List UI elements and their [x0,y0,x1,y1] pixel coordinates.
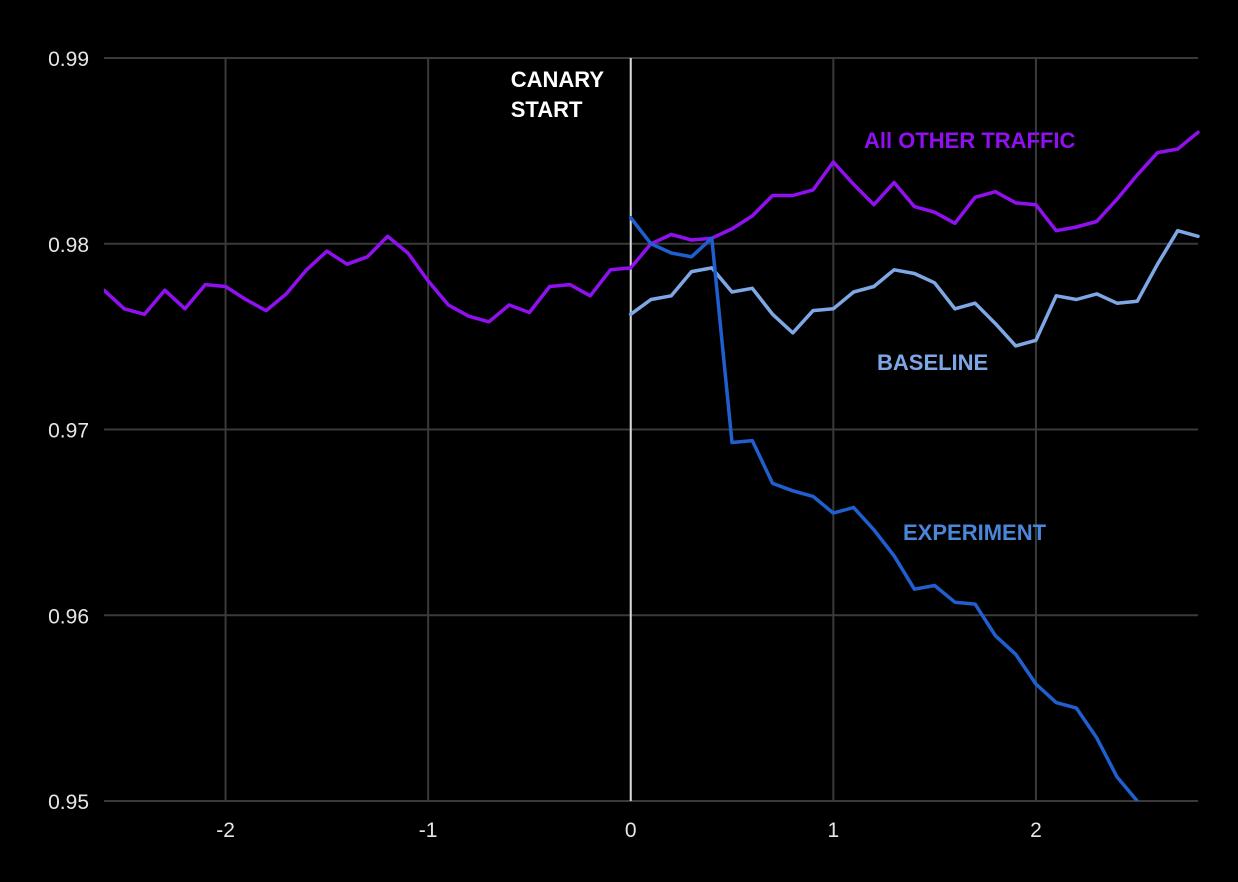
y-tick-label: 0.99 [48,48,89,71]
series-label-baseline: BASELINE [877,350,988,375]
series-lines [104,130,1200,801]
y-tick-label: 0.95 [48,791,89,814]
series-line-experiment [628,215,1139,801]
series-label-experiment: EXPERIMENT [903,520,1047,545]
series-labels: All OTHER TRAFFIC BASELINE EXPERIMENT [864,128,1076,545]
x-tick-label: 2 [1030,819,1042,842]
annotations: CANARY START [511,58,632,801]
x-tick-label: 1 [827,819,839,842]
x-axis-ticks: -2 -1 0 1 2 [216,819,1042,842]
y-tick-label: 0.97 [48,420,89,443]
y-tick-label: 0.96 [48,605,89,628]
y-axis-ticks: 0.95 0.96 0.97 0.98 0.99 [48,48,89,814]
canary-start-label: START [511,97,583,122]
series-line-baseline [628,228,1200,348]
series-label-all-other-traffic: All OTHER TRAFFIC [864,128,1076,153]
x-tick-label: -1 [419,819,438,842]
canary-start-label: CANARY [511,67,605,92]
x-tick-label: -2 [216,819,235,842]
y-tick-label: 0.98 [48,234,89,257]
x-tick-label: 0 [625,819,637,842]
